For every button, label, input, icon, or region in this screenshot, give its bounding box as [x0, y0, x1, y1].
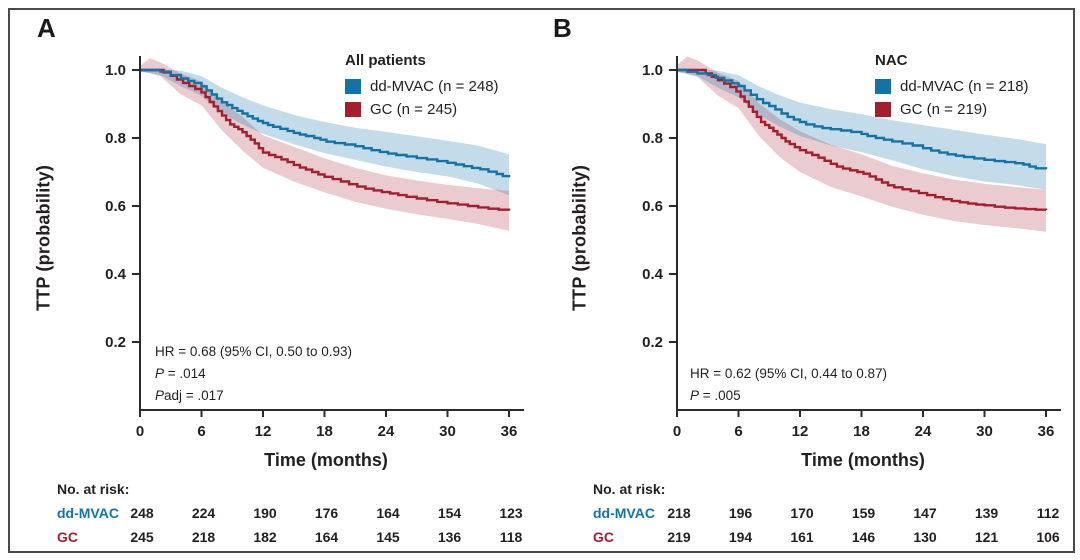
y-axis-title-a: TTP (probability)	[33, 164, 54, 312]
x-tick-label: 30	[976, 423, 993, 440]
confidence-band	[141, 58, 509, 231]
x-tick-label: 24	[378, 423, 395, 440]
legend-label: dd-MVAC (n = 218)	[900, 78, 1029, 95]
legend-item: dd-MVAC (n = 218)	[875, 75, 1055, 98]
y-tick-label: 0.6	[642, 198, 663, 215]
x-tick-label: 30	[439, 423, 456, 440]
survival-curve	[141, 68, 511, 178]
stats-annotation-line: HR = 0.68 (95% CI, 0.50 to 0.93)	[155, 341, 352, 363]
stats-annotation-line: P = .014	[155, 363, 352, 385]
stats-annotation-a: HR = 0.68 (95% CI, 0.50 to 0.93) P = .014…	[155, 341, 352, 407]
confidence-band	[678, 68, 1046, 190]
stats-annotation-segment: = .005	[699, 388, 741, 403]
x-tick-label: 6	[197, 423, 205, 440]
stats-annotation-segment: HR = 0.62 (95% CI, 0.44 to 0.87)	[690, 366, 887, 381]
confidence-band	[678, 56, 1046, 232]
y-tick-label: 0.4	[105, 266, 127, 283]
legend-item: GC (n = 219)	[875, 98, 1055, 121]
survival-curve	[678, 68, 1048, 211]
stats-annotation-italic-segment: P	[155, 388, 165, 403]
y-tick-label: 0.2	[642, 334, 663, 351]
stats-annotation-segment: adj = .017	[164, 388, 224, 403]
stats-annotation-line: HR = 0.62 (95% CI, 0.44 to 0.87)	[690, 363, 887, 385]
stats-annotation-segment: HR = 0.68 (95% CI, 0.50 to 0.93)	[155, 344, 352, 359]
panel-a-label: A	[37, 13, 57, 43]
legend-panel-b: NAC dd-MVAC (n = 218) GC (n = 219)	[875, 52, 1055, 121]
x-tick-label: 18	[316, 423, 333, 440]
y-tick-label: 1.0	[642, 62, 663, 79]
km-plot-panel-a: 0 6 12 18 24 30 36 0.2 0.4 0.6 0.8 1.0	[105, 56, 524, 440]
legend-title: NAC	[875, 52, 908, 69]
legend-label: GC (n = 219)	[900, 101, 988, 118]
stats-annotation-segment: = .014	[164, 366, 206, 381]
legend-label: dd-MVAC (n = 248)	[370, 78, 499, 95]
x-tick-label: 12	[255, 423, 272, 440]
stats-annotation-line: Padj = .017	[155, 385, 352, 407]
x-tick-label: 0	[136, 423, 144, 440]
legend-swatch-icon	[875, 79, 891, 94]
legend-panel-a: All patients dd-MVAC (n = 248) GC (n = 245…	[345, 52, 525, 121]
figure-border	[8, 8, 1075, 553]
confidence-band	[141, 69, 509, 196]
y-tick-label: 0.8	[642, 130, 663, 147]
y-axis-title-b: TTP (probability)	[569, 164, 590, 312]
y-tick-label: 0.6	[105, 198, 126, 215]
panel-b-label: B	[553, 13, 573, 43]
km-plot-panel-b: 0 6 12 18 24 30 36 0.2 0.4 0.6 0.8 1.0	[642, 56, 1061, 440]
plot-area	[678, 56, 1048, 232]
survival-curve	[678, 68, 1048, 170]
x-tick-label: 36	[1038, 423, 1055, 440]
x-tick-label: 6	[734, 423, 742, 440]
x-axis-title-a: Time (months)	[264, 450, 388, 470]
survival-curve	[141, 68, 511, 211]
legend-item: dd-MVAC (n = 248)	[345, 75, 525, 98]
stats-annotation-b: HR = 0.62 (95% CI, 0.44 to 0.87) P = .005	[690, 363, 887, 407]
legend-title: All patients	[345, 52, 426, 69]
y-tick-label: 1.0	[105, 62, 126, 79]
legend-label: GC (n = 245)	[370, 101, 458, 118]
x-axis-title-b: Time (months)	[801, 450, 925, 470]
y-tick-label: 0.4	[642, 266, 664, 283]
x-tick-label: 12	[792, 423, 809, 440]
plot-area	[141, 58, 511, 231]
legend-item: GC (n = 245)	[345, 98, 525, 121]
x-tick-label: 36	[501, 423, 518, 440]
legend-swatch-icon	[345, 79, 361, 94]
legend-swatch-icon	[875, 102, 891, 117]
y-tick-label: 0.2	[105, 334, 126, 351]
stats-annotation-line: P = .005	[690, 385, 887, 407]
stats-annotation-italic-segment: P	[155, 366, 165, 381]
x-tick-label: 18	[853, 423, 870, 440]
y-tick-label: 0.8	[105, 130, 126, 147]
legend-swatch-icon	[345, 102, 361, 117]
stats-annotation-italic-segment: P	[690, 388, 700, 403]
x-tick-label: 0	[673, 423, 681, 440]
x-tick-label: 24	[915, 423, 932, 440]
